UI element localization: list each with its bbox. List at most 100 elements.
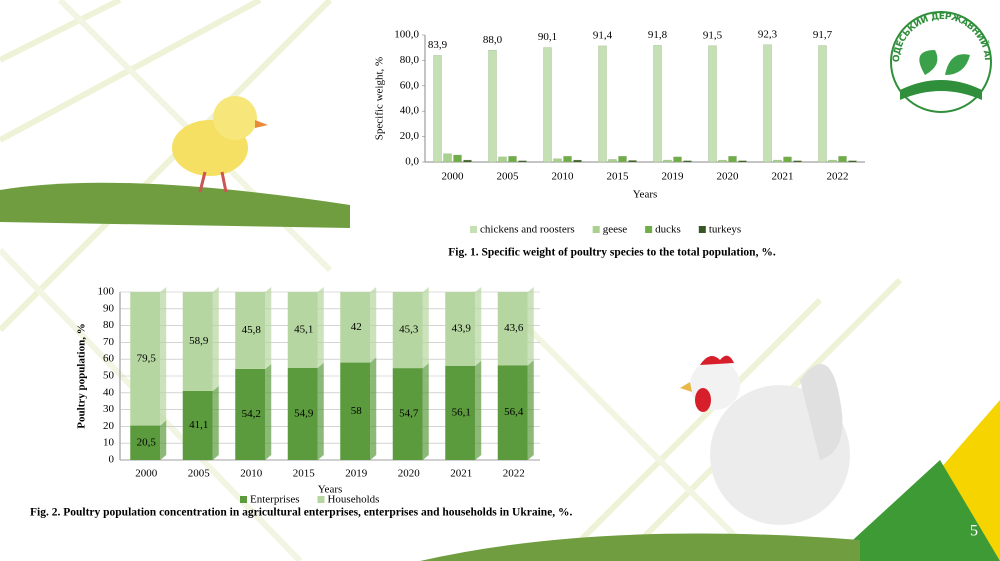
x-tick-label: 2015 [607, 171, 630, 183]
y-tick-label: 10 [103, 437, 115, 449]
y-tick-label: 0 [109, 454, 115, 466]
legend-swatch [470, 226, 477, 233]
bar-side [160, 287, 167, 426]
x-tick-label: 2021 [450, 468, 472, 480]
legend-swatch [317, 496, 325, 503]
bar [683, 160, 692, 163]
bar-side [370, 357, 377, 460]
x-tick-label: 2005 [497, 171, 520, 183]
bar [828, 159, 837, 163]
y-axis-label: Specific weight, % [374, 57, 386, 140]
bar [543, 47, 552, 163]
x-tick-label: 2020 [717, 171, 740, 183]
bar-side [212, 287, 219, 391]
y-tick-label: 20,0 [400, 130, 420, 142]
value-label: 45,3 [399, 324, 419, 336]
x-tick-label: 2021 [772, 171, 794, 183]
bar-side [370, 287, 377, 363]
y-axis-label: Poultry population, % [76, 323, 88, 428]
bar [553, 158, 562, 163]
legend-label: Households [327, 494, 379, 506]
bar [498, 156, 507, 163]
bar-side [422, 363, 429, 460]
value-label: 58 [351, 405, 363, 417]
bar-side [265, 363, 272, 460]
x-axis-label: Years [318, 484, 343, 496]
value-label: 58,9 [189, 335, 209, 347]
bar [793, 160, 802, 163]
bar-segment [130, 292, 161, 426]
value-label: 90,1 [538, 31, 557, 43]
bar-side [160, 420, 167, 460]
bar-side [475, 287, 482, 366]
value-label: 91,7 [813, 29, 833, 41]
legend-swatch [592, 226, 600, 233]
y-tick-label: 40 [103, 386, 115, 398]
value-label: 88,0 [483, 34, 503, 46]
bar [848, 160, 857, 163]
bar [508, 156, 517, 163]
bar [433, 55, 442, 163]
x-tick-label: 2010 [240, 468, 263, 480]
bar-segment [497, 292, 528, 366]
value-label: 91,4 [593, 29, 613, 41]
caption: Fig. 2. Poultry population concentration… [30, 507, 573, 519]
legend-label: geese [603, 224, 628, 236]
bar-segment [287, 367, 318, 460]
caption: Fig. 1. Specific weight of poultry speci… [448, 247, 776, 259]
value-label: 42 [351, 321, 362, 333]
bar-segment [497, 365, 528, 460]
bar-side [527, 287, 534, 366]
bar-side [212, 385, 219, 460]
y-tick-label: 90 [103, 302, 115, 314]
y-tick-label: 30 [103, 403, 115, 415]
x-axis-label: Years [633, 189, 658, 201]
legend-swatch [240, 496, 247, 503]
grass-bottom [420, 533, 860, 561]
y-tick-label: 20 [103, 420, 115, 432]
bar-side [317, 362, 324, 460]
bar [738, 160, 747, 163]
bar [628, 160, 637, 163]
bar-segment [130, 425, 161, 460]
value-label: 92,3 [758, 28, 778, 40]
y-tick-label: 0,0 [405, 156, 419, 168]
bar [488, 50, 497, 163]
legend-label: ducks [655, 224, 681, 236]
value-label: 56,4 [504, 406, 524, 418]
bar [518, 160, 527, 163]
x-tick-label: 2010 [552, 171, 575, 183]
bar-side [527, 360, 534, 460]
bar-segment [392, 368, 423, 460]
bar [718, 159, 727, 163]
y-tick-label: 70 [103, 336, 115, 348]
x-tick-label: 2000 [135, 468, 158, 480]
bar-side [422, 287, 429, 369]
legend-label: chickens and roosters [480, 224, 575, 236]
bar [618, 156, 627, 163]
x-tick-label: 2019 [345, 468, 368, 480]
bar [443, 153, 452, 163]
bar-segment [182, 390, 213, 460]
corner-green [830, 460, 1000, 561]
value-label: 20,5 [137, 436, 157, 448]
bar-segment [235, 368, 266, 460]
bar-side [475, 360, 482, 460]
legend-swatch [698, 226, 706, 233]
bar-segment [340, 292, 371, 363]
bar [563, 156, 572, 163]
x-tick-label: 2022 [503, 468, 525, 480]
bar [708, 45, 717, 163]
value-label: 91,5 [703, 29, 723, 41]
bar-side [265, 287, 272, 369]
bar-segment [287, 292, 318, 368]
value-label: 54,7 [399, 408, 419, 420]
x-tick-label: 2019 [662, 171, 685, 183]
x-tick-label: 2015 [293, 468, 316, 480]
value-label: 54,9 [294, 407, 314, 419]
bar [773, 159, 782, 163]
bar [598, 45, 607, 163]
legend-label: Enterprises [250, 494, 299, 506]
y-tick-label: 60,0 [400, 79, 420, 91]
